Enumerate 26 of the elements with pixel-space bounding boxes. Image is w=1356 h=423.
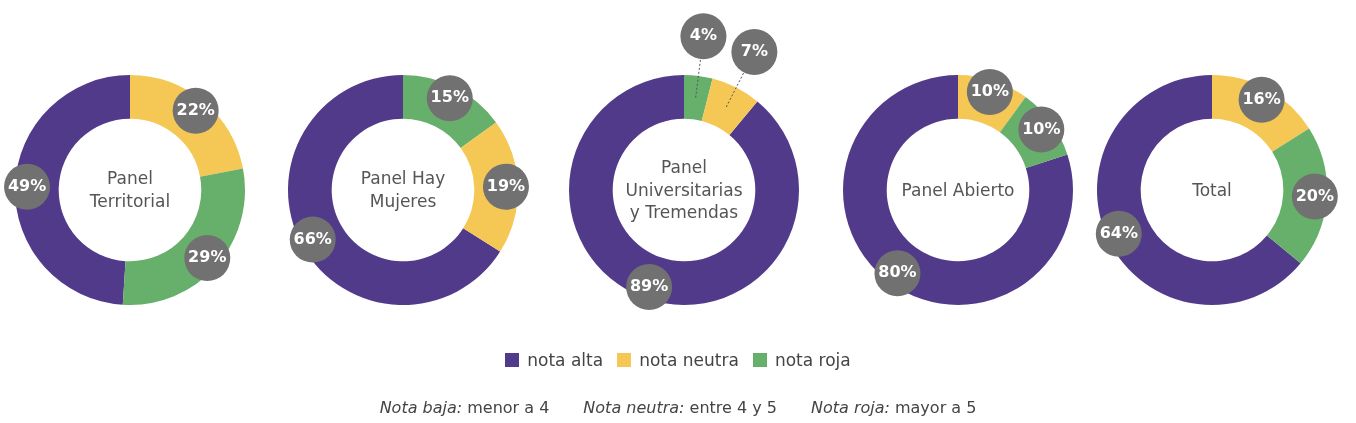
data-label: 29% <box>188 247 227 267</box>
data-label: 10% <box>970 81 1009 101</box>
data-label: 80% <box>878 262 917 282</box>
text: Total <box>1191 178 1233 202</box>
legend-label: nota roja <box>773 350 851 370</box>
data-label: 64% <box>1099 223 1138 243</box>
data-label: 49% <box>7 175 47 195</box>
data-label: 66% <box>293 228 332 248</box>
data-label: 20% <box>1295 185 1334 205</box>
text: Nota neutra: entre 4 y 5 <box>583 398 777 417</box>
legend-label: nota alta <box>526 350 604 370</box>
data-label: 15% <box>430 87 469 107</box>
text: Panel Hay Mujeres <box>359 167 447 213</box>
data-label: 16% <box>1242 88 1281 108</box>
data-label: 22% <box>176 99 215 119</box>
text: Panel Universitarias y Tremendas <box>624 155 744 225</box>
data-label: 10% <box>1022 118 1061 138</box>
data-label: 89% <box>629 276 669 296</box>
text: Nota roja: mayor a 5 <box>810 398 977 417</box>
data-label: 7% <box>740 41 768 61</box>
text: Panel Abierto <box>900 178 1016 202</box>
text: Nota baja: menor a 4 <box>379 398 550 417</box>
legend-label: nota neutra <box>638 350 739 370</box>
data-label: 4% <box>689 25 718 45</box>
data-label: 19% <box>486 175 526 195</box>
text: Panel Territorial <box>88 167 172 213</box>
